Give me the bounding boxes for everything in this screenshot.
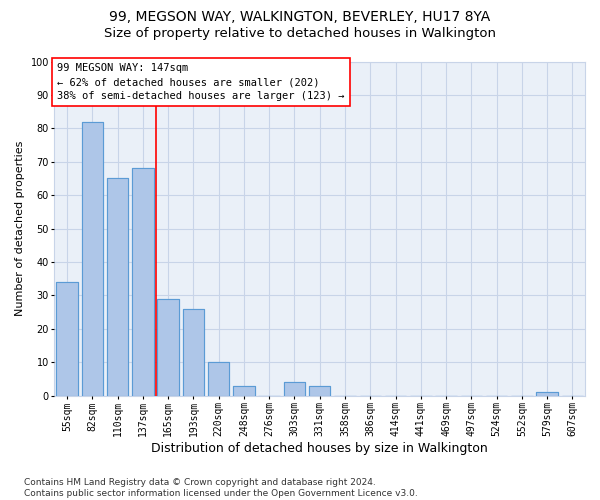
- Bar: [284, 382, 305, 396]
- Bar: [82, 122, 103, 396]
- Bar: [132, 168, 154, 396]
- Bar: [157, 298, 179, 396]
- Bar: [56, 282, 78, 396]
- Bar: [107, 178, 128, 396]
- Bar: [309, 386, 331, 396]
- Bar: [284, 382, 305, 396]
- Bar: [132, 168, 154, 396]
- Y-axis label: Number of detached properties: Number of detached properties: [15, 141, 25, 316]
- Bar: [182, 309, 204, 396]
- Text: 99 MEGSON WAY: 147sqm
← 62% of detached houses are smaller (202)
38% of semi-det: 99 MEGSON WAY: 147sqm ← 62% of detached …: [57, 63, 344, 101]
- Bar: [233, 386, 254, 396]
- Bar: [157, 298, 179, 396]
- Bar: [536, 392, 558, 396]
- Bar: [107, 178, 128, 396]
- Bar: [82, 122, 103, 396]
- Bar: [208, 362, 229, 396]
- Bar: [536, 392, 558, 396]
- Bar: [233, 386, 254, 396]
- Bar: [56, 282, 78, 396]
- Text: Contains HM Land Registry data © Crown copyright and database right 2024.
Contai: Contains HM Land Registry data © Crown c…: [24, 478, 418, 498]
- Bar: [182, 309, 204, 396]
- Text: Size of property relative to detached houses in Walkington: Size of property relative to detached ho…: [104, 28, 496, 40]
- Text: 99, MEGSON WAY, WALKINGTON, BEVERLEY, HU17 8YA: 99, MEGSON WAY, WALKINGTON, BEVERLEY, HU…: [109, 10, 491, 24]
- Bar: [208, 362, 229, 396]
- X-axis label: Distribution of detached houses by size in Walkington: Distribution of detached houses by size …: [151, 442, 488, 455]
- Bar: [309, 386, 331, 396]
